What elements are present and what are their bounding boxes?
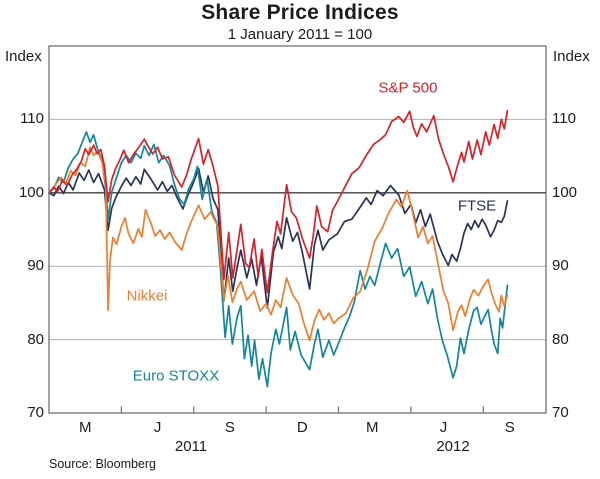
plot-frame <box>48 45 547 414</box>
y-tick-left-70: 70 <box>27 404 44 421</box>
y-axis-unit-right: Index <box>553 48 590 65</box>
series-label-s-p-500: S&P 500 <box>378 79 438 97</box>
y-tick-right-90: 90 <box>552 257 569 275</box>
x-month-label-5: J <box>439 419 448 436</box>
chart-title: Share Price Indices <box>201 1 399 24</box>
y-tick-left-80: 80 <box>27 330 44 348</box>
x-year-label-2012: 2012 <box>436 438 470 455</box>
source-note: Source: Bloomberg <box>49 457 157 471</box>
series-line-euro-stoxx <box>48 131 509 388</box>
x-month-label-3: D <box>296 419 308 436</box>
series-label-nikkei: Nikkei <box>126 287 168 305</box>
series-line-s-p-500 <box>48 109 509 294</box>
x-year-label-2011: 2011 <box>174 438 208 455</box>
y-tick-right-80: 80 <box>552 330 569 348</box>
y-tick-right-70: 70 <box>552 404 569 421</box>
y-tick-left-100: 100 <box>18 183 44 201</box>
x-month-label-0: M <box>78 419 92 436</box>
x-month-label-6: S <box>504 419 515 436</box>
series-line-nikkei <box>48 146 509 342</box>
y-tick-left-90: 90 <box>27 257 44 275</box>
x-month-label-1: J <box>153 419 162 436</box>
x-month-label-2: S <box>224 419 235 436</box>
series-label-ftse: FTSE <box>457 197 497 215</box>
x-month-label-4: M <box>366 419 379 436</box>
chart-subtitle: 1 January 2011 = 100 <box>227 26 373 43</box>
y-tick-right-110: 110 <box>552 110 576 128</box>
y-tick-right-100: 100 <box>552 183 578 201</box>
series-line-ftse <box>48 167 509 309</box>
y-tick-left-110: 110 <box>20 110 44 128</box>
series-label-euro-stoxx: Euro STOXX <box>132 367 220 385</box>
y-axis-unit-left: Index <box>5 48 42 65</box>
